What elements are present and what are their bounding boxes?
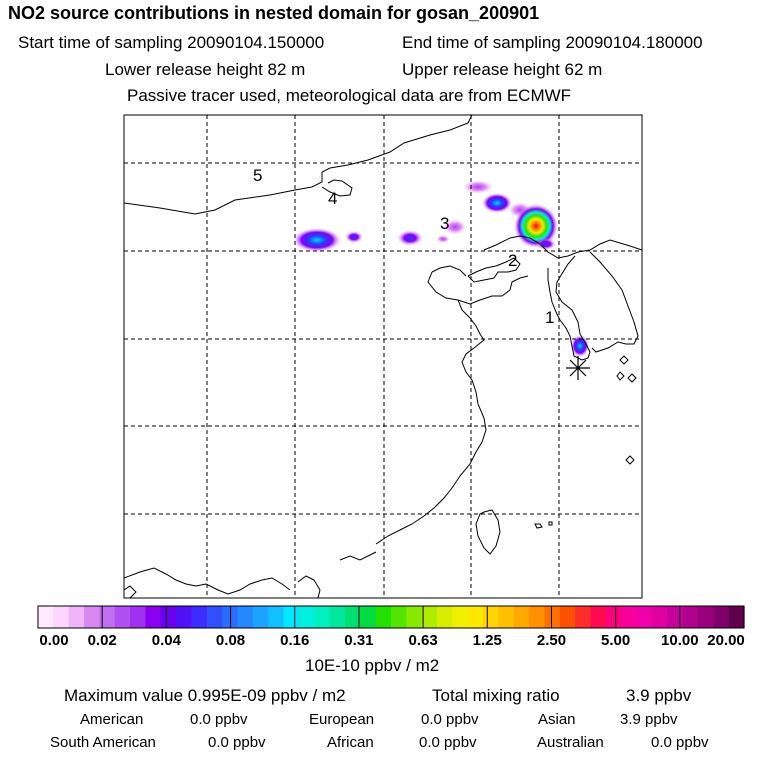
- colorbar-swatch: [360, 606, 377, 628]
- colorbar-swatch: [160, 606, 177, 628]
- colorbar-swatch: [529, 606, 546, 628]
- colorbar-tick-label: 0.63: [408, 632, 438, 649]
- colorbar-swatch: [268, 606, 285, 628]
- region-name-american: American: [80, 711, 144, 728]
- colorbar-swatch: [252, 606, 269, 628]
- colorbar-swatch: [391, 606, 407, 628]
- colorbar-swatch: [421, 606, 438, 628]
- colorbar-frame: [37, 605, 745, 629]
- colorbar-swatch: [483, 606, 500, 628]
- total-mixing-ratio-label: Total mixing ratio: [432, 686, 560, 705]
- colorbar-swatch: [406, 606, 423, 628]
- colorbar-tick-label: 0.00: [39, 632, 69, 649]
- colorbar-swatch: [452, 606, 469, 628]
- region-label-1: 1: [545, 308, 554, 327]
- colorbar-tick-label: 0.08: [215, 632, 246, 649]
- colorbar-tick-label: 0.16: [280, 632, 310, 649]
- colorbar-swatch: [636, 606, 653, 628]
- region-value-south-american: 0.0 ppbv: [208, 734, 266, 751]
- lat-lon-grid: [124, 115, 642, 598]
- region-name-european: European: [309, 711, 375, 728]
- sampling-start-time: Start time of sampling 20090104.150000: [18, 33, 325, 52]
- colorbar-swatch: [544, 606, 561, 628]
- colorbar-swatch: [206, 606, 223, 628]
- sampling-end-time: End time of sampling 20090104.180000: [402, 33, 703, 52]
- region-label-5: 5: [253, 166, 262, 185]
- colorbar-swatch: [667, 606, 684, 628]
- colorbar-swatch: [498, 606, 515, 628]
- colorbar-swatch: [99, 606, 116, 628]
- colorbar-swatch: [697, 606, 714, 628]
- region-name-asian: Asian: [538, 711, 576, 728]
- colorbar-swatch: [145, 606, 162, 628]
- colorbar-tick-label: 0.04: [151, 632, 181, 649]
- colorbar-swatch: [176, 606, 193, 628]
- colorbar-swatch: [437, 606, 453, 628]
- colorbar-swatch: [621, 606, 638, 628]
- region-name-australian: Australian: [537, 734, 604, 751]
- colorbar-swatch: [344, 606, 361, 628]
- colorbar-swatch: [375, 606, 392, 628]
- map-frame: [123, 114, 643, 599]
- coastlines: [123, 114, 643, 599]
- colorbar-swatch: [575, 606, 592, 628]
- receptor-asterisk-icon: [566, 356, 590, 380]
- colorbar-swatch: [114, 606, 131, 628]
- colorbar-swatch: [559, 606, 576, 628]
- colorbar-swatch: [314, 606, 331, 628]
- colorbar-swatch: [513, 606, 530, 628]
- plume-contours: [293, 180, 589, 357]
- colorbar-unit: 10E-10 ppbv / m2: [305, 656, 440, 675]
- colorbar-swatch: [68, 606, 85, 628]
- colorbar-swatch: [283, 606, 300, 628]
- plot-title: NO2 source contributions in nested domai…: [8, 3, 540, 23]
- colorbar: [37, 606, 745, 628]
- colorbar-swatch: [467, 606, 484, 628]
- colorbar-swatch: [38, 606, 54, 628]
- tracer-info: Passive tracer used, meteorological data…: [127, 86, 572, 105]
- colorbar-swatch: [191, 606, 208, 628]
- region-value-european: 0.0 ppbv: [421, 711, 479, 728]
- colorbar-tick-label: 20.00: [707, 632, 745, 649]
- colorbar-swatch: [651, 606, 668, 628]
- colorbar-tick-label: 10.00: [661, 632, 699, 649]
- upper-release-height: Upper release height 62 m: [402, 60, 603, 79]
- colorbar-tick-label: 5.00: [601, 632, 631, 649]
- colorbar-swatch: [84, 606, 100, 628]
- colorbar-swatch: [713, 606, 730, 628]
- colorbar-tick-label: 0.02: [87, 632, 117, 649]
- region-label-2: 2: [508, 251, 517, 270]
- colorbar-tick-label: 0.31: [344, 632, 374, 649]
- total-mixing-ratio-value: 3.9 ppbv: [626, 686, 692, 705]
- colorbar-swatch: [728, 606, 745, 628]
- colorbar-swatch: [590, 606, 607, 628]
- colorbar-swatch: [605, 606, 622, 628]
- colorbar-swatch: [298, 606, 315, 628]
- region-value-american: 0.0 ppbv: [190, 711, 248, 728]
- region-name-african: African: [327, 734, 374, 751]
- region-value-african: 0.0 ppbv: [419, 734, 477, 751]
- colorbar-swatch: [682, 606, 699, 628]
- colorbar-tick-label: 1.25: [472, 632, 502, 649]
- region-label-3: 3: [440, 214, 449, 233]
- colorbar-swatch: [237, 606, 254, 628]
- colorbar-swatch: [130, 606, 147, 628]
- region-value-australian: 0.0 ppbv: [651, 734, 709, 751]
- region-label-4: 4: [328, 189, 337, 208]
- colorbar-swatch: [53, 606, 70, 628]
- lower-release-height: Lower release height 82 m: [105, 60, 306, 79]
- colorbar-swatch: [329, 606, 346, 628]
- region-name-south-american: South American: [50, 734, 156, 751]
- maximum-value: Maximum value 0.995E-09 ppbv / m2: [64, 686, 346, 705]
- region-value-asian: 3.9 ppbv: [620, 711, 678, 728]
- colorbar-tick-label: 2.50: [536, 632, 567, 649]
